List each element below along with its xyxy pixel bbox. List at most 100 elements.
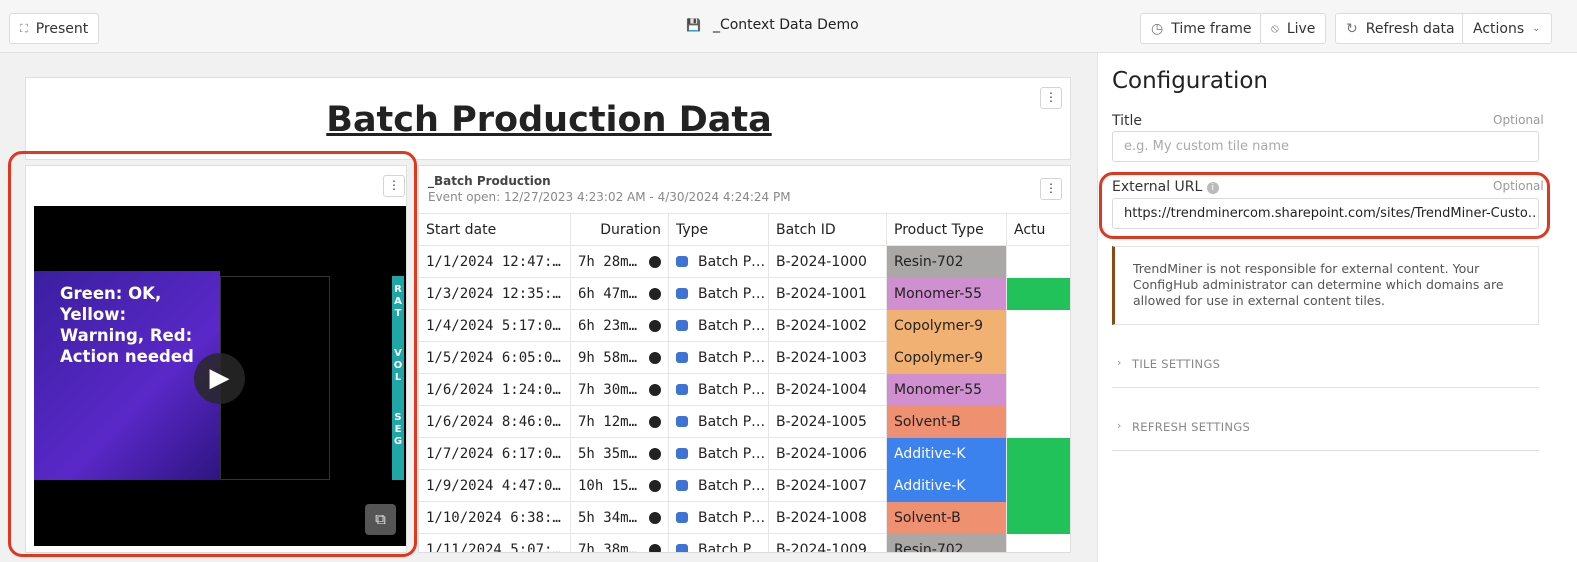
type-cell: Batch P… <box>669 342 769 374</box>
batch-id-cell: B-2024-1007 <box>769 470 887 502</box>
chevron: › <box>1117 419 1122 432</box>
clock-icon <box>649 256 661 268</box>
duration-text: 6h 23m… <box>578 318 638 334</box>
batch-id-cell: B-2024-1004 <box>769 374 887 406</box>
actual-cell <box>1007 470 1070 502</box>
table-subtitle: Event open: 12/27/2023 4:23:02 AM - 4/30… <box>428 190 791 204</box>
start-date-cell: 1/4/2024 5:17:0… <box>419 310 571 342</box>
actions-label: Actions <box>1473 20 1525 37</box>
side-label: VOL <box>393 348 403 383</box>
type-cell: Batch P… <box>669 406 769 438</box>
column-header: Batch ID <box>769 214 887 247</box>
table-row: 1/9/2024 4:47:0… 10h 15… Batch P… B-2024-10… <box>419 470 1070 502</box>
notice-text: TrendMiner is not responsible for extern… <box>1133 261 1504 308</box>
refresh-settings-toggle[interactable]: REFRESH SETTINGS <box>1132 420 1251 434</box>
side-label: SEG <box>393 412 403 447</box>
clock-icon <box>649 416 661 428</box>
dashboard-title-text: _Context Data Demo <box>712 17 859 33</box>
start-date-cell: 1/1/2024 12:47:… <box>419 246 571 278</box>
column-header: Actu <box>1007 214 1070 247</box>
duration-text: 6h 47m… <box>578 286 638 302</box>
type-text: Batch P… <box>698 478 766 494</box>
type-cell: Batch P… <box>669 246 769 278</box>
refresh-button[interactable]: ↻ Refresh data <box>1335 13 1466 44</box>
table-row: 1/4/2024 5:17:0… 6h 23m… Batch P… B-2024-10… <box>419 310 1070 342</box>
duration-cell: 10h 15… <box>571 470 669 502</box>
actions-button[interactable]: Actions ⌄ <box>1462 13 1552 44</box>
video-side-bar <box>392 276 404 480</box>
type-cell: Batch P… <box>669 502 769 534</box>
duration-cell: 7h 38m… <box>571 534 669 552</box>
url-input[interactable]: https://trendminercom.sharepoint.com/sit… <box>1112 198 1539 229</box>
toolbar: ⛶ Present 💾 _Context Data Demo ◷ Time frame… <box>0 0 1577 53</box>
actual-cell <box>1007 534 1070 552</box>
type-icon <box>676 480 688 491</box>
type-text: Batch P… <box>698 286 766 302</box>
table-header: Start date Duration Type Batch ID Product Ty… <box>419 213 1070 247</box>
type-cell: Batch P… <box>669 438 769 470</box>
play-button[interactable]: ▶ <box>194 353 245 404</box>
table-body: 1/1/2024 12:47:… 7h 28m… Batch P… B-2024-10… <box>419 246 1070 552</box>
batch-id-cell: B-2024-1003 <box>769 342 887 374</box>
type-cell: Batch P… <box>669 310 769 342</box>
start-date-cell: 1/6/2024 8:46:0… <box>419 406 571 438</box>
duration-cell: 7h 12m… <box>571 406 669 438</box>
notice-box: TrendMiner is not responsible for extern… <box>1112 246 1539 325</box>
open-external-button[interactable]: ⧉ <box>365 504 396 535</box>
product-type-cell: Copolymer-9 <box>887 342 1007 374</box>
type-icon <box>676 256 688 267</box>
product-type-cell: Solvent-B <box>887 406 1007 438</box>
title-input[interactable]: e.g. My custom tile name <box>1112 131 1539 162</box>
column-header: Start date <box>419 214 571 247</box>
tile-menu[interactable]: ⋮ <box>1040 178 1062 200</box>
tile-menu[interactable]: ⋮ <box>383 175 405 197</box>
clock-icon <box>649 512 661 524</box>
duration-cell: 6h 47m… <box>571 278 669 310</box>
start-date-cell: 1/11/2024 5:07:… <box>419 534 571 552</box>
duration-cell: 5h 35m… <box>571 438 669 470</box>
table-tile: _Batch Production Event open: 12/27/2023… <box>418 165 1071 553</box>
highlight-box <box>1099 172 1550 239</box>
actual-cell <box>1007 246 1070 278</box>
type-icon <box>676 288 688 299</box>
start-date-cell: 1/3/2024 12:35:… <box>419 278 571 310</box>
video-side-labels: RAT VOL SEG <box>392 284 404 476</box>
batch-id-cell: B-2024-1001 <box>769 278 887 310</box>
product-type-cell: Additive-K <box>887 470 1007 502</box>
clock-icon <box>649 448 661 460</box>
start-date-cell: 1/6/2024 1:24:0… <box>419 374 571 406</box>
dashboard-title: 💾 _Context Data Demo <box>686 17 859 33</box>
type-icon <box>676 352 688 363</box>
duration-cell: 6h 23m… <box>571 310 669 342</box>
table-row: 1/6/2024 1:24:0… 7h 30m… Batch P… B-2024-10… <box>419 374 1070 406</box>
type-text: Batch P… <box>698 446 766 462</box>
tile-settings-toggle[interactable]: TILE SETTINGS <box>1132 357 1221 371</box>
clock-icon <box>649 480 661 492</box>
time-frame-button[interactable]: ◷ Time frame <box>1140 13 1263 44</box>
column-header: Product Type <box>887 214 1007 247</box>
tile-menu[interactable]: ⋮ <box>1040 87 1062 109</box>
type-text: Batch P… <box>698 382 766 398</box>
video-player[interactable]: Green: OK, Yellow: Warning, Red: Action … <box>34 206 406 546</box>
type-icon <box>676 512 688 523</box>
start-date-cell: 1/9/2024 4:47:0… <box>419 470 571 502</box>
present-label: Present <box>35 20 89 37</box>
video-overlay-text: Green: OK, Yellow: Warning, Red: Action … <box>60 284 194 366</box>
type-icon <box>676 448 688 459</box>
clock-icon <box>649 384 661 396</box>
chevron: › <box>1117 356 1122 369</box>
info-icon[interactable]: i <box>1206 182 1219 194</box>
actual-cell <box>1007 438 1070 470</box>
duration-text: 7h 28m… <box>578 254 638 270</box>
duration-text: 5h 34m… <box>578 510 638 526</box>
start-date-cell: 1/5/2024 6:05:0… <box>419 342 571 374</box>
table-row: 1/7/2024 6:17:0… 5h 35m… Batch P… B-2024-10… <box>419 438 1070 470</box>
duration-cell: 5h 34m… <box>571 502 669 534</box>
start-date-cell: 1/10/2024 6:38:… <box>419 502 571 534</box>
live-button[interactable]: ⦸ Live <box>1260 13 1327 44</box>
batch-id-cell: B-2024-1000 <box>769 246 887 278</box>
url-optional: Optional <box>1493 179 1544 193</box>
type-text: Batch P… <box>698 318 766 334</box>
present-button[interactable]: ⛶ Present <box>9 13 100 44</box>
duration-cell: 7h 30m… <box>571 374 669 406</box>
